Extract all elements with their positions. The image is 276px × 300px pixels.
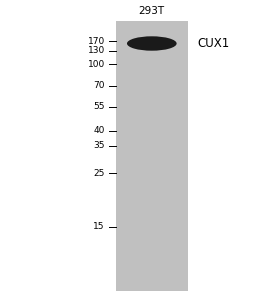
Text: 70: 70 xyxy=(93,81,105,90)
Text: 25: 25 xyxy=(94,169,105,178)
Text: 15: 15 xyxy=(93,222,105,231)
Text: 55: 55 xyxy=(93,102,105,111)
Text: 293T: 293T xyxy=(139,5,165,16)
Text: CUX1: CUX1 xyxy=(197,37,230,50)
Text: 35: 35 xyxy=(93,141,105,150)
Text: 170: 170 xyxy=(88,37,105,46)
Text: 100: 100 xyxy=(88,60,105,69)
Text: 40: 40 xyxy=(94,126,105,135)
Text: 130: 130 xyxy=(88,46,105,55)
Bar xyxy=(116,21,188,291)
Ellipse shape xyxy=(127,36,177,51)
